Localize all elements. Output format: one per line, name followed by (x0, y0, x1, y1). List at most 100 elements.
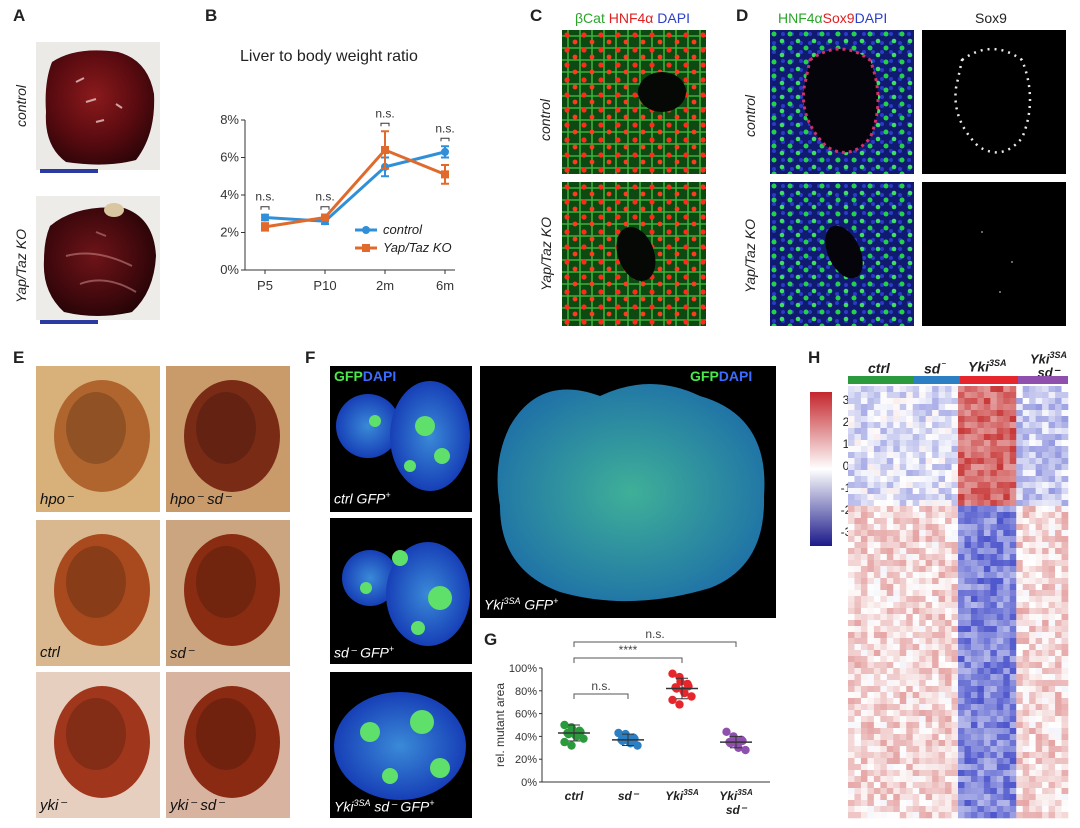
heatmap-cell (996, 710, 1004, 717)
heatmap-cell (964, 794, 972, 801)
heatmap-cell (1055, 458, 1062, 465)
heatmap-cell (990, 662, 998, 669)
heatmap-cell (925, 734, 933, 741)
heatmap-cell (977, 602, 985, 609)
heatmap-cell (970, 812, 978, 819)
heatmap-cell (983, 512, 991, 519)
heatmap-cell (964, 662, 972, 669)
heatmap-cell (1061, 632, 1069, 639)
heatmap-cell (932, 638, 939, 645)
heatmap-cell (1022, 584, 1030, 591)
heatmap-cell (1022, 488, 1030, 495)
heatmap-cell (977, 734, 985, 741)
heatmap-cell (899, 530, 907, 537)
heatmap-cell (1048, 806, 1056, 813)
heatmap-cell (964, 776, 972, 783)
heatmap-cell (860, 752, 868, 759)
heatmap-cell (860, 398, 868, 405)
heatmap-cell (899, 422, 907, 429)
heatmap-cell (945, 590, 952, 597)
heatmap-cell (912, 428, 920, 435)
heatmap-cell (912, 530, 920, 537)
heatmap-cell (958, 626, 965, 633)
heatmap-cell (951, 458, 959, 465)
heatmap-cell (1009, 476, 1017, 483)
heatmap-cell (899, 488, 907, 495)
scatter-point (676, 677, 685, 686)
heatmap-cell (977, 560, 985, 567)
heatmap-cell (925, 464, 933, 471)
heatmap-cell (938, 422, 946, 429)
heatmap-cell (1029, 722, 1036, 729)
heatmap-cell (919, 782, 926, 789)
heatmap-cell (983, 548, 991, 555)
heatmap-cell (951, 536, 959, 543)
heatmap-cell (906, 470, 914, 477)
heatmap-cell (990, 530, 998, 537)
heatmap-cell (1022, 764, 1030, 771)
heatmap-cell (880, 764, 888, 771)
heatmap-cell (1029, 746, 1036, 753)
series-line (264, 150, 446, 223)
heatmap-cell (945, 428, 952, 435)
heatmap-cell (919, 482, 926, 489)
heatmap-cell (938, 812, 946, 819)
heatmap-cell (1009, 776, 1017, 783)
heatmap-cell (1042, 668, 1049, 675)
heatmap-cell (1016, 782, 1024, 789)
heatmap-cell (1035, 572, 1043, 579)
heatmap-cell (1009, 470, 1017, 477)
heatmap-cell (860, 632, 868, 639)
heatmap-cell (880, 758, 888, 765)
heatmap-cell (977, 764, 985, 771)
heatmap-cell (1042, 416, 1049, 423)
heatmap-cell (1022, 572, 1030, 579)
heatmap-cell (1003, 794, 1011, 801)
heatmap-cell (1009, 740, 1017, 747)
heatmap-cell (1022, 524, 1030, 531)
x-tick-label: sd⁻ (618, 789, 640, 803)
heatmap-cell (938, 638, 946, 645)
heatmap-cell (880, 488, 888, 495)
scatter-point (675, 700, 684, 709)
heatmap-cell (867, 644, 875, 651)
heatmap-cell (990, 734, 998, 741)
heatmap-cell (996, 650, 1004, 657)
heatmap-cell (970, 584, 978, 591)
heatmap-cell (867, 584, 875, 591)
heatmap-cell (854, 536, 862, 543)
heatmap-cell (964, 638, 972, 645)
heatmap-cell (886, 764, 894, 771)
heatmap-cell (1029, 512, 1036, 519)
heatmap-cell (970, 488, 978, 495)
heatmap-cell (958, 734, 965, 741)
heatmap-cell (1061, 584, 1069, 591)
heatmap-cell (1029, 446, 1036, 453)
heatmap-cell (945, 416, 952, 423)
heatmap-cell (996, 686, 1004, 693)
heatmap-cell (964, 782, 972, 789)
heatmap-cell (1035, 764, 1043, 771)
heatmap-cell (899, 698, 907, 705)
heatmap-cell (1048, 764, 1056, 771)
heatmap-cell (977, 476, 985, 483)
heatmap-cell (848, 446, 855, 453)
heatmap-cell (1042, 710, 1049, 717)
heatmap-cell (925, 644, 933, 651)
heatmap-cell (1035, 794, 1043, 801)
heatmap-cell (964, 788, 972, 795)
heatmap-cell (945, 458, 952, 465)
heatmap-cell (1042, 452, 1049, 459)
heatmap-cell (964, 542, 972, 549)
heatmap-cell (964, 722, 972, 729)
micro-c-ko (562, 182, 706, 326)
heatmap-cell (945, 560, 952, 567)
heatmap-cell (886, 740, 894, 747)
heatmap-cell (1035, 506, 1043, 513)
heatmap-cell (1016, 770, 1024, 777)
heatmap-cell (1016, 476, 1024, 483)
heatmap-cell (912, 392, 920, 399)
heatmap-cell (990, 740, 998, 747)
heatmap-cell (938, 506, 946, 513)
heatmap-cell (899, 668, 907, 675)
